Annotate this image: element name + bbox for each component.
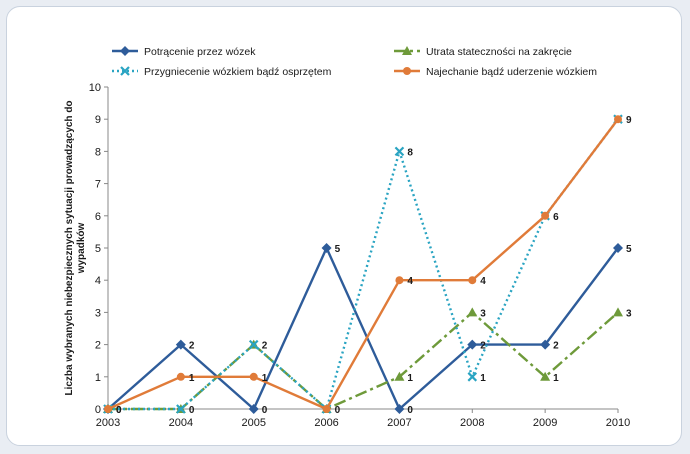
y-tick-label: 2 xyxy=(95,340,101,352)
data-point xyxy=(321,243,332,253)
data-label: 9 xyxy=(626,115,632,126)
data-point xyxy=(322,405,331,413)
series-line xyxy=(108,118,619,411)
data-label: 0 xyxy=(116,405,122,416)
data-label: 0 xyxy=(116,405,122,416)
y-axis-title-line: Liczba wybranych niebezpiecznych sytuacj… xyxy=(64,100,75,395)
legend-label: Utrata stateczności na zakręcie xyxy=(426,46,572,58)
data-point xyxy=(613,243,623,253)
x-tick-label: 2008 xyxy=(460,417,484,429)
x-tick-label: 2005 xyxy=(241,417,265,429)
y-tick-label: 3 xyxy=(95,307,101,319)
data-point xyxy=(541,211,550,220)
data-point xyxy=(540,371,551,381)
y-tick-label: 10 xyxy=(89,82,101,94)
x-tick-label: 2006 xyxy=(314,417,338,429)
x-tick-label: 2010 xyxy=(606,417,630,429)
data-point xyxy=(176,404,186,414)
legend-marker xyxy=(120,46,130,56)
legend-label: Przygniecenie wózkiem bądź osprzętem xyxy=(144,66,332,78)
y-tick-label: 6 xyxy=(95,211,101,223)
data-point xyxy=(394,404,405,414)
data-label: 1 xyxy=(480,373,486,384)
series-line xyxy=(107,246,619,411)
y-axis-title-line: wypadków xyxy=(76,223,87,275)
legend-item: Przygniecenie wózkiem bądź osprzętem xyxy=(112,66,332,78)
data-point xyxy=(175,339,186,350)
data-label: 3 xyxy=(480,308,486,319)
data-point xyxy=(395,276,404,285)
legend-item: Potrącenie przez wózek xyxy=(112,46,256,58)
data-label: 0 xyxy=(407,405,413,416)
legend-marker xyxy=(120,66,130,76)
data-point xyxy=(613,307,623,317)
data-label: 2 xyxy=(553,341,559,352)
data-label: 0 xyxy=(262,405,268,416)
x-tick-label: 2003 xyxy=(96,417,120,429)
data-point xyxy=(614,115,622,124)
data-point xyxy=(104,405,112,413)
data-label: 8 xyxy=(407,147,413,158)
data-label: 0 xyxy=(189,405,195,416)
y-tick-label: 4 xyxy=(95,275,101,287)
y-tick-label: 9 xyxy=(95,114,101,126)
series-0: 0 2 0 5 0 2 2 5 xyxy=(103,243,632,416)
data-point xyxy=(540,339,551,350)
y-tick-label: 7 xyxy=(95,179,101,191)
data-label: 4 xyxy=(407,276,413,287)
y-tick-label: 0 xyxy=(95,404,101,416)
data-label: 4 xyxy=(480,276,486,287)
data-label: 2 xyxy=(480,341,486,352)
series-line xyxy=(107,118,619,411)
data-label: 3 xyxy=(626,308,632,319)
data-label: 1 xyxy=(407,373,413,384)
data-label: 0 xyxy=(335,405,341,416)
data-label: 1 xyxy=(553,373,559,384)
data-point xyxy=(467,372,478,382)
data-point xyxy=(467,339,478,350)
legend-item: Utrata stateczności na zakręcie xyxy=(394,46,572,58)
x-tick-label: 2009 xyxy=(533,417,557,429)
data-point xyxy=(248,404,259,414)
legend-marker xyxy=(403,67,411,75)
data-label: 6 xyxy=(553,212,559,223)
x-tick-label: 2007 xyxy=(387,417,411,429)
y-tick-label: 5 xyxy=(95,243,101,255)
data-label: 1 xyxy=(262,373,268,384)
y-axis-title: Liczba wybranych niebezpiecznych sytuacj… xyxy=(64,100,87,395)
y-tick-label: 1 xyxy=(95,372,101,384)
data-point xyxy=(394,146,405,157)
data-label: 2 xyxy=(262,341,268,352)
data-point xyxy=(249,372,258,381)
data-label: 5 xyxy=(626,244,632,255)
data-label: 1 xyxy=(189,373,195,384)
data-label: 5 xyxy=(335,244,341,255)
data-point xyxy=(248,339,259,350)
data-point xyxy=(394,371,405,381)
chart-card xyxy=(6,6,682,446)
legend-label: Najechanie bądź uderzenie wózkiem xyxy=(426,66,597,78)
data-point xyxy=(468,276,477,285)
legend-label: Potrącenie przez wózek xyxy=(144,46,256,58)
legend-marker xyxy=(402,46,412,55)
series-1: 1 3 1 3 xyxy=(103,307,632,413)
series-line xyxy=(108,311,619,411)
x-tick-label: 2004 xyxy=(169,417,193,429)
data-label: 2 xyxy=(189,341,195,352)
y-tick-label: 8 xyxy=(95,146,101,158)
data-point xyxy=(467,307,478,317)
series-3: 0 1 1 0 4 4 6 9 xyxy=(104,115,632,416)
legend-item: Najechanie bądź uderzenie wózkiem xyxy=(394,66,597,78)
data-point xyxy=(176,372,185,381)
series-2: 0 2 8 1 xyxy=(103,114,623,416)
